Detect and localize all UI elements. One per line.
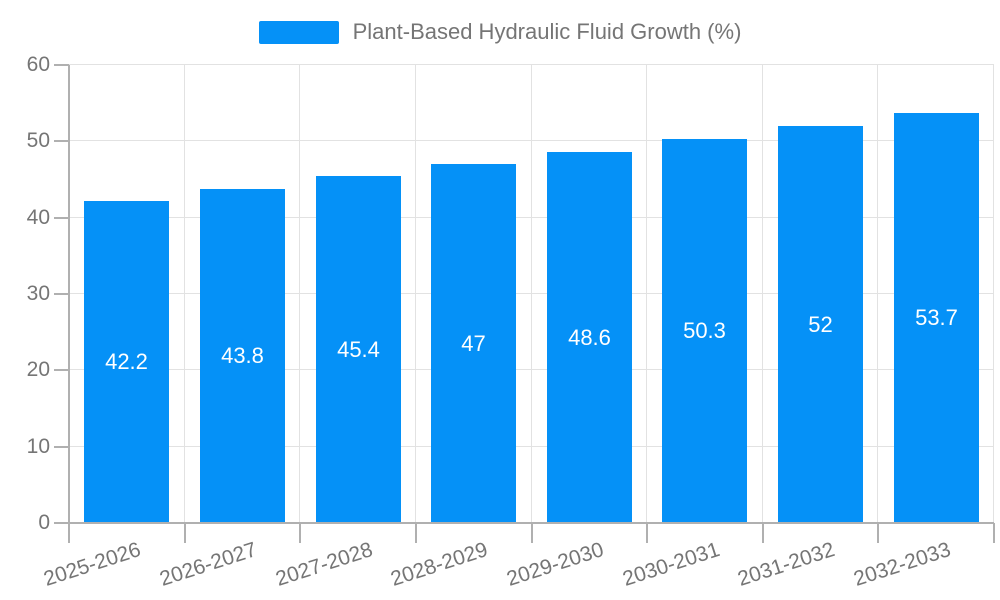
bar-value-label: 52 <box>808 311 833 337</box>
x-axis-tick <box>415 523 417 543</box>
y-gridline <box>69 64 994 65</box>
bar-value-label: 48.6 <box>568 324 611 350</box>
y-axis-tick <box>54 522 69 524</box>
x-gridline <box>415 65 416 523</box>
y-axis-tick-label: 60 <box>26 53 50 76</box>
bar-value-label: 43.8 <box>221 343 264 368</box>
bar-value-label: 50.3 <box>683 318 726 343</box>
bar-value-label: 45.4 <box>337 336 380 362</box>
y-axis-tick <box>54 140 69 142</box>
y-axis-tick <box>54 293 69 295</box>
y-axis-tick <box>54 446 69 448</box>
x-axis-tick-label: 2028-2029 <box>388 538 491 591</box>
x-gridline <box>531 65 532 523</box>
x-axis-tick <box>184 523 186 543</box>
bar: 48.6 <box>547 152 632 523</box>
x-axis-tick <box>762 523 764 543</box>
x-axis-tick-label: 2029-2030 <box>503 538 607 591</box>
bar: 45.4 <box>316 176 401 523</box>
legend-label: Plant-Based Hydraulic Fluid Growth (%) <box>352 19 742 44</box>
y-axis-tick-label: 10 <box>26 435 50 458</box>
bar: 47 <box>431 164 516 523</box>
x-axis-tick-label: 2025-2026 <box>41 538 144 591</box>
bar: 43.8 <box>200 189 285 523</box>
chart-legend[interactable]: Plant-Based Hydraulic Fluid Growth (%) <box>0 19 1000 45</box>
y-axis-tick-label: 30 <box>26 282 50 305</box>
bar: 52 <box>778 126 863 523</box>
y-axis-tick-label: 40 <box>26 206 50 229</box>
y-axis-line <box>68 65 70 543</box>
bar: 53.7 <box>894 113 979 523</box>
x-axis-tick-label: 2030-2031 <box>619 538 723 591</box>
x-gridline <box>877 65 878 523</box>
x-axis-line <box>69 522 994 524</box>
bar-value-label: 47 <box>461 330 486 356</box>
legend-swatch <box>258 20 339 44</box>
bar-value-label: 53.7 <box>915 305 958 330</box>
y-axis-tick-label: 50 <box>26 129 50 152</box>
y-axis-tick-label: 0 <box>38 511 50 534</box>
x-axis-tick <box>646 523 648 543</box>
y-axis-tick-label: 20 <box>26 358 50 381</box>
x-axis-tick-label: 2031-2032 <box>735 538 838 591</box>
bar: 42.2 <box>84 201 169 523</box>
x-axis-tick <box>299 523 301 543</box>
x-gridline <box>762 65 763 523</box>
x-gridline <box>299 65 300 523</box>
bar: 50.3 <box>662 139 747 523</box>
bar-value-label: 42.2 <box>105 349 148 374</box>
x-gridline <box>646 65 647 523</box>
x-gridline <box>993 65 994 523</box>
y-axis-tick <box>54 64 69 66</box>
x-axis-tick-label: 2027-2028 <box>272 538 376 591</box>
y-axis-tick <box>54 217 69 219</box>
x-axis-tick-label: 2026-2027 <box>156 538 260 591</box>
y-axis-tick <box>54 369 69 371</box>
x-axis-tick <box>877 523 879 543</box>
x-axis-tick <box>531 523 533 543</box>
x-axis-tick <box>993 523 995 543</box>
x-gridline <box>184 65 185 523</box>
x-axis-tick-label: 2032-2033 <box>850 538 954 591</box>
